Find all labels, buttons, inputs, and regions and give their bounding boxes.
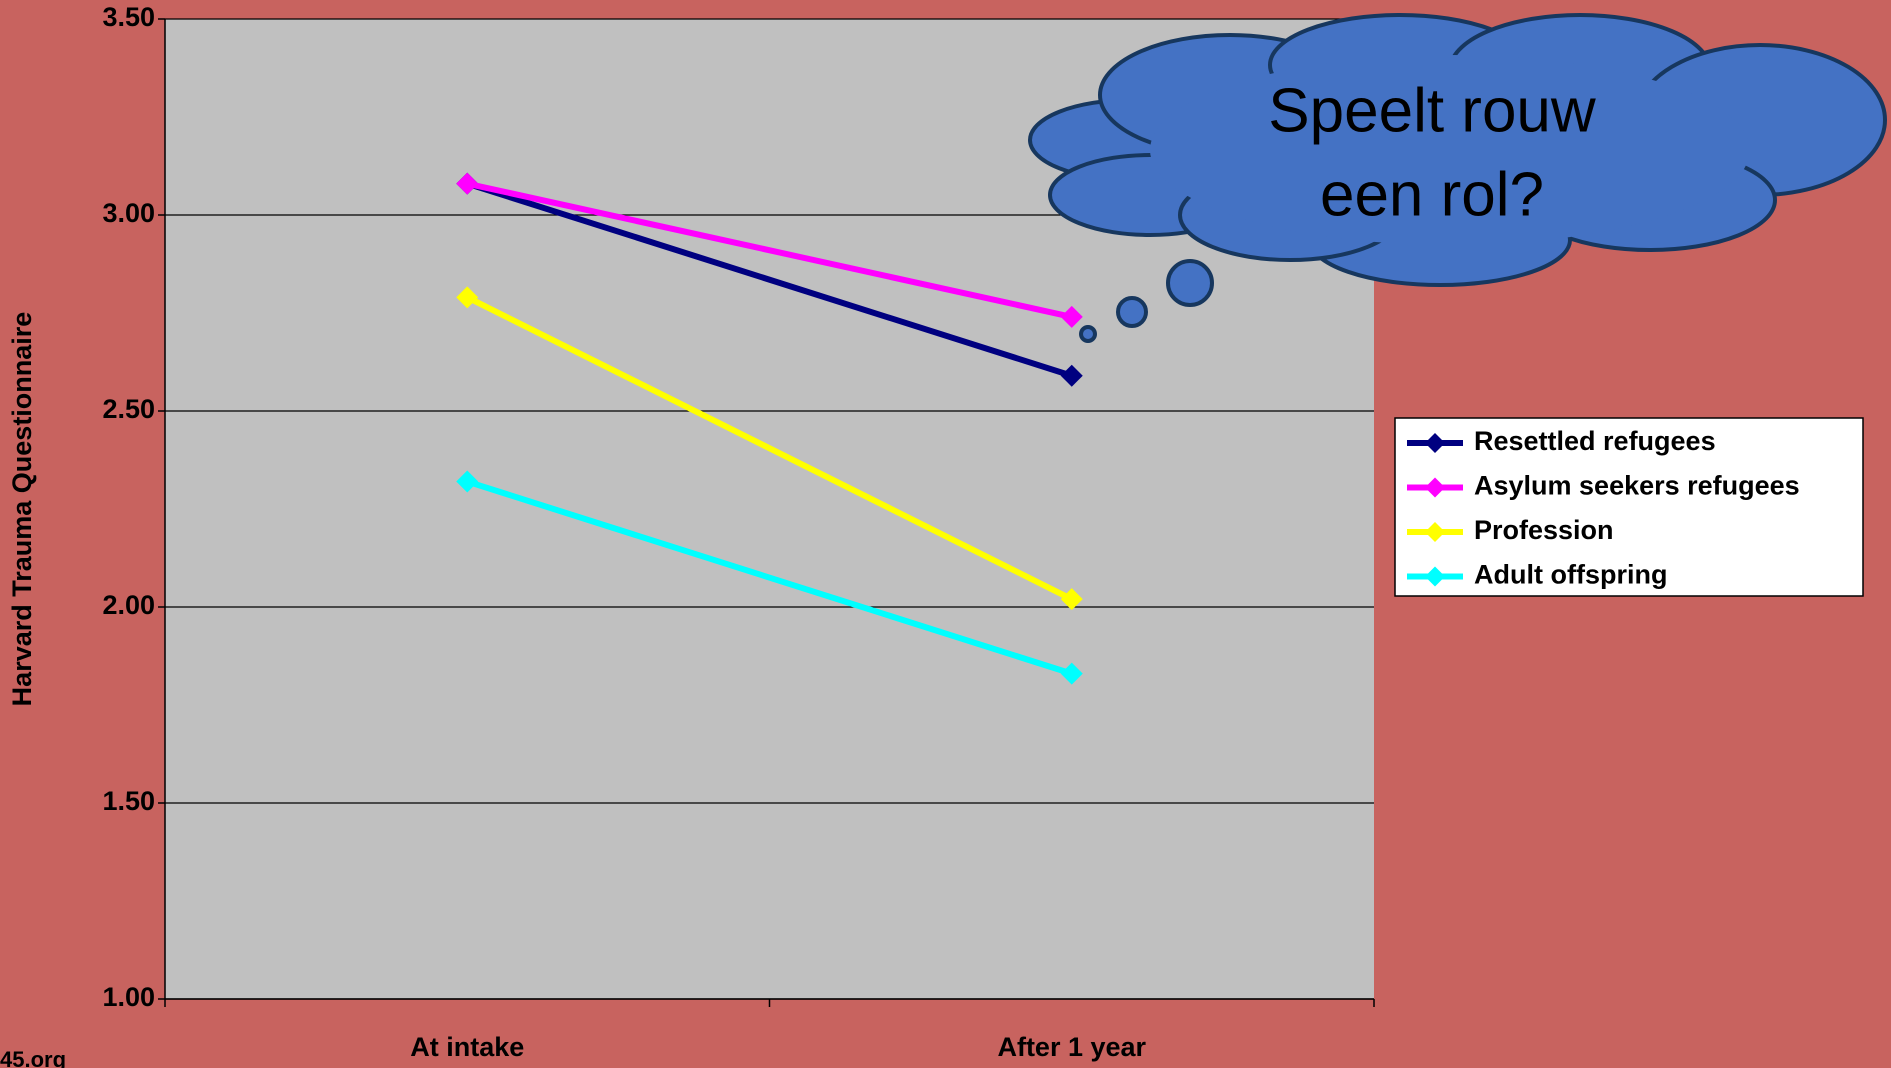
point-marker <box>1060 305 1083 328</box>
legend-swatch <box>1425 566 1445 587</box>
series-line <box>466 180 1073 320</box>
y-tick-label: 2.50 <box>102 394 155 424</box>
legend-swatch <box>1425 477 1445 498</box>
point-marker <box>1060 662 1083 685</box>
legend-label: Profession <box>1474 515 1614 545</box>
cloud-bubble <box>1116 296 1148 328</box>
y-tick-label: 1.00 <box>102 982 155 1012</box>
x-tick-label: At intake <box>410 1032 524 1062</box>
series-line <box>465 294 1074 602</box>
point-marker <box>456 172 479 195</box>
y-tick-label: 2.00 <box>102 590 155 620</box>
marks <box>456 172 1083 685</box>
point-marker <box>456 470 479 493</box>
legend-label: Asylum seekers refugees <box>1474 471 1800 501</box>
point-marker <box>1060 364 1083 387</box>
point-marker <box>1060 588 1083 611</box>
x-tick-label: After 1 year <box>997 1032 1146 1062</box>
cloud-bubble <box>1166 259 1214 307</box>
y-tick-label: 3.50 <box>102 2 155 32</box>
point-marker <box>456 286 479 309</box>
y-axis-title: Harvard Trauma Questionnaire <box>7 312 37 707</box>
cloud-body <box>1150 55 1750 245</box>
annotation: een rol? <box>1320 160 1544 229</box>
legend-box <box>1394 417 1864 597</box>
legend-label: Adult offspring <box>1474 560 1667 590</box>
series-line <box>466 478 1073 677</box>
legend-swatch <box>1425 522 1445 542</box>
thought-cloud <box>1028 13 1887 343</box>
footer: 45.org <box>0 1047 66 1068</box>
y-tick-label: 1.50 <box>102 786 155 816</box>
annotation: Speelt rouw <box>1268 76 1596 145</box>
y-tick-label: 3.00 <box>102 198 155 228</box>
series-line <box>466 180 1073 379</box>
legend: Resettled refugees Asylum seekers refugee… <box>1407 426 1800 590</box>
legend-swatch <box>1425 433 1445 453</box>
cloud-bubble <box>1079 325 1097 343</box>
legend-label: Resettled refugees <box>1474 426 1716 456</box>
